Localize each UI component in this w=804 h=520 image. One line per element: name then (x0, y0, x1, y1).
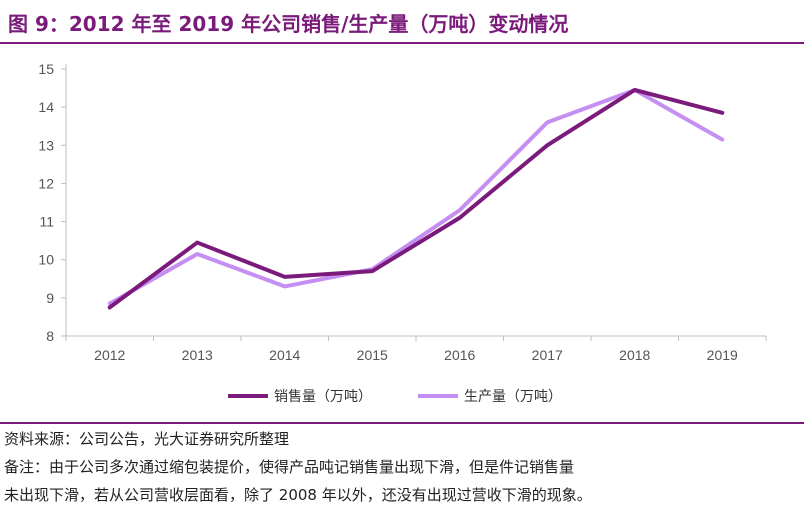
sales-series-line (107, 87, 725, 310)
legend-production-label: 生产量（万吨） (464, 389, 562, 405)
chart-legend: 销售量（万吨） 生产量（万吨） (228, 389, 562, 405)
legend-sales-label: 销售量（万吨） (274, 389, 372, 405)
source-divider (0, 422, 804, 424)
figure-title-bar: 图 9：2012 年至 2019 年公司销售/生产量（万吨）变动情况 (0, 0, 804, 44)
y-tick-label: 11 (39, 214, 54, 230)
line-chart: 8 9 10 11 12 13 14 15 2012 2013 2014 2015 2016 2017 20… (38, 61, 767, 405)
y-tick-label: 15 (38, 61, 54, 77)
x-tick-label: 2013 (182, 347, 213, 363)
x-tick-label: 2018 (619, 347, 650, 363)
x-tick-label: 2016 (444, 347, 475, 363)
y-tick-label: 14 (38, 99, 54, 115)
x-tick-label: 2015 (357, 347, 388, 363)
production-series-line (107, 87, 725, 306)
y-tick-label: 12 (38, 175, 54, 191)
y-tick-label: 8 (46, 328, 54, 344)
chart-series (107, 87, 725, 310)
x-tick-label: 2017 (532, 347, 563, 363)
x-tick-label: 2014 (269, 347, 300, 363)
chart-axes: 8 9 10 11 12 13 14 15 2012 2013 2014 2015 2016 2017 20… (38, 61, 767, 363)
x-tick-label: 2019 (707, 347, 738, 363)
source-note: 资料来源：公司公告，光大证券研究所整理 (4, 430, 290, 448)
remark-line-1: 备注：由于公司多次通过缩包装提价，使得产品吨记销售量出现下滑，但是件记销售量 (4, 458, 575, 476)
y-tick-label: 9 (46, 290, 54, 306)
y-tick-label: 13 (38, 137, 54, 153)
y-tick-label: 10 (38, 252, 54, 268)
figure-title: 图 9：2012 年至 2019 年公司销售/生产量（万吨）变动情况 (8, 12, 569, 36)
x-tick-label: 2012 (94, 347, 125, 363)
remark-line-2: 未出现下滑，若从公司营收层面看，除了 2008 年以外，还没有出现过营收下滑的现… (4, 486, 592, 504)
